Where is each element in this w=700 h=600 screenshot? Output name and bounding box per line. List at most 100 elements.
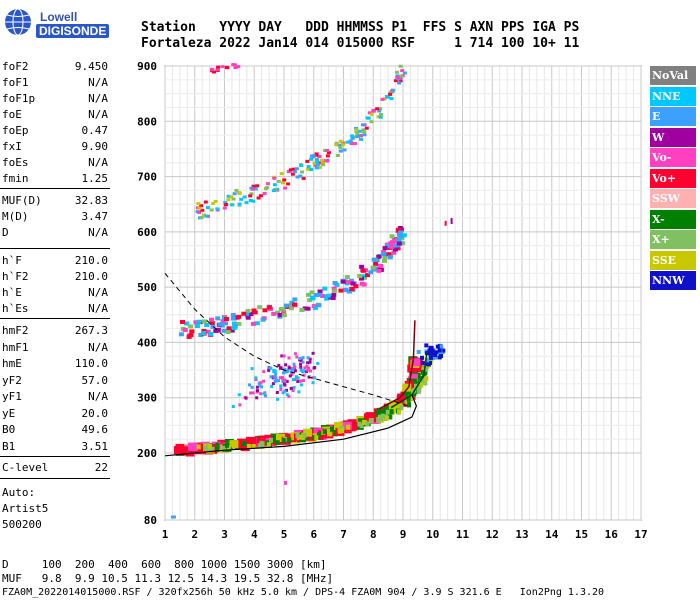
echo-point: [185, 448, 195, 457]
echo-point: [369, 418, 374, 423]
echo-point: [306, 356, 310, 360]
echo-point: [237, 393, 241, 397]
echo-point: [231, 197, 236, 201]
echo-point: [211, 201, 216, 205]
echo-point: [245, 315, 251, 320]
clevel-value: 22: [94, 461, 108, 474]
footer-file-info: FZA0M_2022014015000.RSF / 320fx256h 50 k…: [2, 587, 605, 598]
echo-point: [283, 186, 288, 190]
echo-point: [277, 363, 281, 367]
echo-point: [293, 369, 297, 373]
echo-point: [288, 168, 293, 172]
echo-point: [294, 167, 299, 171]
echo-point: [301, 379, 305, 382]
echo-point: [245, 309, 251, 313]
echo-point: [386, 252, 392, 257]
y-tick-label: 500: [137, 281, 157, 294]
param-label: hmF2: [2, 324, 29, 337]
echo-point: [298, 174, 303, 178]
echo-point: [377, 109, 382, 113]
echo-point: [321, 163, 326, 167]
echo-point: [271, 311, 277, 316]
echo-point: [350, 136, 355, 140]
echo-point: [289, 386, 293, 390]
echo-point: [267, 367, 271, 371]
footer-distance-line: D 100 200 400 600 800 1000 1500 3000 [km…: [2, 558, 327, 571]
x-tick-label: 9: [400, 528, 407, 541]
echo-point: [206, 447, 211, 453]
echo-point: [369, 120, 374, 124]
legend-item-x: X-: [650, 209, 696, 229]
echo-point: [279, 387, 283, 391]
echo-point: [428, 350, 433, 355]
echo-point: [257, 381, 261, 385]
param-label: foEs: [2, 156, 29, 169]
echo-point: [292, 362, 296, 366]
echo-point: [303, 366, 307, 370]
param-value: 210.0: [74, 270, 108, 283]
echo-point: [201, 319, 207, 324]
echo-point: [376, 254, 382, 259]
echo-point: [170, 515, 176, 519]
echo-point: [379, 113, 383, 116]
echo-point: [429, 346, 434, 350]
echo-point: [262, 191, 267, 195]
echo-point: [273, 369, 277, 373]
echo-point: [267, 368, 271, 372]
echo-point: [355, 135, 360, 139]
echo-point: [299, 379, 303, 383]
legend-item-e: E: [650, 107, 696, 126]
echo-point: [248, 194, 253, 198]
echo-point: [282, 354, 286, 358]
echo-point: [215, 316, 221, 321]
echo-point: [178, 332, 184, 337]
echo-point: [197, 210, 201, 214]
echo-point: [314, 153, 319, 157]
echo-point: [196, 202, 201, 206]
x-tick-label: 15: [575, 528, 588, 541]
x-tick-label: 12: [486, 528, 499, 541]
echo-point: [396, 395, 406, 404]
echo-point: [362, 130, 367, 134]
echo-point: [434, 355, 439, 360]
echo-point: [317, 289, 323, 294]
echo-point: [299, 362, 302, 366]
echo-point: [276, 434, 285, 442]
echo-point: [317, 292, 322, 297]
profile-dashed-curve: [164, 272, 410, 407]
echo-point: [342, 148, 347, 152]
echo-point: [419, 382, 424, 388]
param-value: 20.0: [81, 406, 109, 420]
echo-point: [427, 348, 432, 353]
echo-point: [224, 317, 229, 321]
clevel-label: C-level: [2, 461, 49, 474]
echo-point: [255, 389, 259, 393]
echo-point: [296, 376, 300, 380]
echo-point: [298, 357, 302, 360]
echo-point: [391, 250, 397, 255]
echo-point: [316, 303, 322, 308]
echo-point: [316, 362, 320, 365]
echo-point: [209, 321, 215, 325]
echo-point: [441, 348, 446, 353]
logo-globe-icon: [5, 8, 31, 36]
echo-point: [184, 321, 190, 326]
echo-point: [300, 170, 304, 174]
echo-point: [269, 366, 273, 370]
echo-point: [275, 440, 280, 446]
echo-point: [338, 146, 343, 150]
echo-point: [307, 366, 311, 370]
echo-point: [344, 275, 350, 279]
echo-point: [277, 312, 283, 317]
echo-point: [281, 438, 286, 444]
echo-point: [203, 446, 208, 451]
echo-point: [291, 167, 296, 171]
logo: Lowell DIGISONDE: [4, 4, 114, 40]
echo-point: [283, 389, 287, 393]
echo-point: [209, 208, 214, 212]
echo-point: [303, 428, 313, 437]
echo-point: [395, 75, 400, 79]
echo-point: [288, 303, 294, 308]
echo-point: [450, 218, 453, 225]
x-tick-label: 1: [162, 528, 169, 541]
